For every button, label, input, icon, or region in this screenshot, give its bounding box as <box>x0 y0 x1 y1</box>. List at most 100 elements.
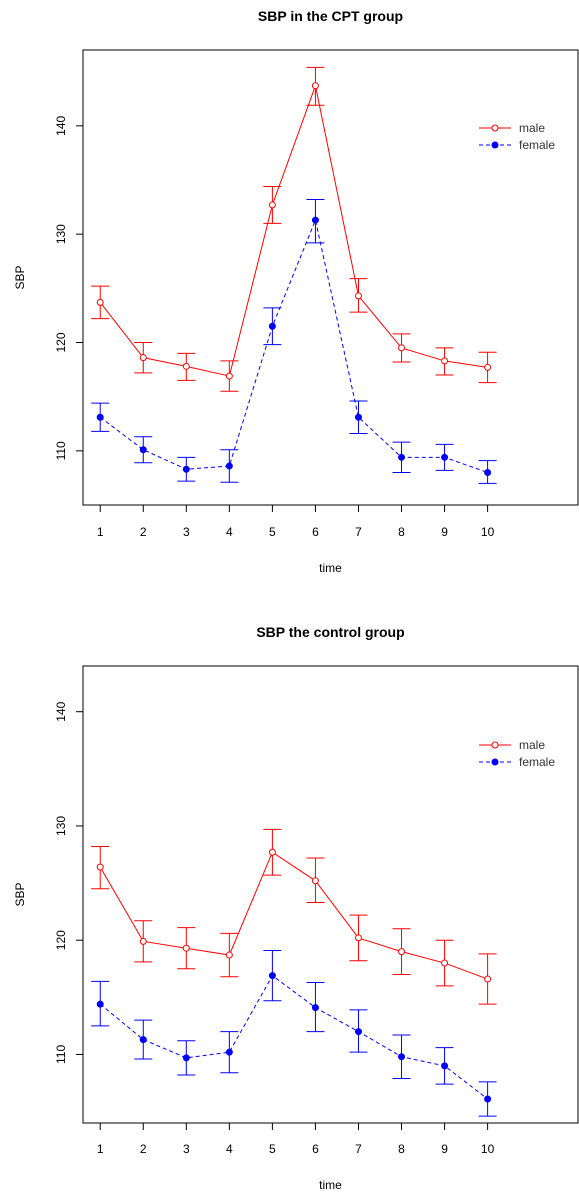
x-tick-label: 10 <box>481 1142 495 1156</box>
data-point <box>484 975 492 983</box>
data-point <box>225 1048 233 1056</box>
x-tick-label: 2 <box>140 525 147 539</box>
data-point <box>139 1036 147 1044</box>
data-point <box>354 1028 362 1036</box>
data-point <box>441 357 449 365</box>
chart-title: SBP the control group <box>256 624 404 640</box>
legend: male female <box>479 121 555 152</box>
x-tick-label: 5 <box>269 1142 276 1156</box>
legend-marker-female <box>491 758 499 766</box>
chart-panel-1: SBP in the CPT group 1 2 3 4 5 6 7 8 9 10 110 120 130… <box>13 8 579 575</box>
data-point <box>398 344 406 352</box>
x-tick-label: 7 <box>355 1142 362 1156</box>
x-tick-label: 8 <box>398 1142 405 1156</box>
x-tick-label: 7 <box>355 525 362 539</box>
x-axis: 1 2 3 4 5 6 7 8 9 10 <box>97 505 495 539</box>
data-point <box>484 363 492 371</box>
data-point <box>398 1053 406 1061</box>
data-point <box>225 951 233 959</box>
chart-panel-2: SBP the control group 1 2 3 4 5 6 7 8 9 10 110 120 13… <box>13 624 579 1192</box>
x-tick-label: 3 <box>183 525 190 539</box>
y-tick-label: 140 <box>54 116 68 136</box>
legend-label-male: male <box>519 121 545 135</box>
data-point <box>182 362 190 370</box>
data-point <box>354 934 362 942</box>
data-point <box>311 877 319 885</box>
y-axis: 110 120 130 140 <box>54 116 83 460</box>
legend-marker-male <box>491 124 499 132</box>
x-tick-label: 2 <box>140 1142 147 1156</box>
legend-label-female: female <box>519 138 555 152</box>
data-point <box>268 201 276 209</box>
series-female <box>91 199 497 484</box>
x-tick-label: 6 <box>312 1142 319 1156</box>
data-point <box>354 413 362 421</box>
x-tick-label: 3 <box>183 1142 190 1156</box>
x-tick-label: 9 <box>441 525 448 539</box>
x-axis: 1 2 3 4 5 6 7 8 9 10 <box>97 1123 495 1156</box>
legend-label-female: female <box>519 755 555 769</box>
y-axis-label: SBP <box>13 265 27 289</box>
data-point <box>225 462 233 470</box>
data-point <box>484 469 492 476</box>
x-tick-label: 5 <box>269 525 276 539</box>
data-point <box>268 322 276 330</box>
y-tick-label: 110 <box>54 441 68 460</box>
x-tick-label: 10 <box>481 525 495 539</box>
data-point <box>139 937 147 945</box>
data-point <box>139 446 147 454</box>
y-axis-label: SBP <box>13 882 27 906</box>
data-point <box>96 413 104 421</box>
data-point <box>484 1095 492 1103</box>
y-tick-label: 120 <box>54 332 68 352</box>
y-tick-label: 120 <box>54 930 68 950</box>
x-tick-label: 9 <box>441 1142 448 1156</box>
data-point <box>268 972 276 980</box>
data-point <box>96 863 104 871</box>
series-line-male <box>99 83 488 377</box>
y-tick-label: 130 <box>54 224 68 244</box>
x-tick-label: 4 <box>226 1142 233 1156</box>
data-point <box>354 292 362 300</box>
legend: male female <box>479 738 555 769</box>
series-line-female <box>99 218 488 473</box>
data-point <box>398 453 406 461</box>
data-point <box>311 82 319 90</box>
data-point <box>96 1000 104 1008</box>
data-point <box>441 1062 449 1070</box>
y-tick-label: 110 <box>54 1045 68 1064</box>
series-male <box>91 66 497 392</box>
plot-frame <box>82 665 579 1124</box>
x-axis-label: time <box>319 1178 342 1192</box>
data-point <box>268 848 276 856</box>
plot-frame <box>82 49 579 506</box>
data-point <box>311 216 319 224</box>
x-tick-label: 6 <box>312 525 319 539</box>
data-point <box>441 453 449 461</box>
data-point <box>182 1054 190 1062</box>
legend-marker-male <box>491 741 499 749</box>
data-point <box>139 354 147 362</box>
x-tick-label: 4 <box>226 525 233 539</box>
data-point <box>311 1004 319 1012</box>
legend-marker-female <box>491 141 499 149</box>
series-line-female <box>99 974 488 1100</box>
data-point <box>398 948 406 956</box>
data-point <box>441 959 449 967</box>
data-point <box>182 944 190 952</box>
chart-title: SBP in the CPT group <box>258 8 403 24</box>
y-tick-label: 140 <box>54 701 68 721</box>
y-axis: 110 120 130 140 <box>54 701 83 1064</box>
data-point <box>182 465 190 473</box>
x-tick-label: 1 <box>97 525 104 539</box>
x-axis-label: time <box>319 561 342 575</box>
x-tick-label: 1 <box>97 1142 104 1156</box>
y-tick-label: 130 <box>54 816 68 836</box>
data-point <box>225 372 233 380</box>
series-male <box>91 828 497 1005</box>
x-tick-label: 8 <box>398 525 405 539</box>
legend-label-male: male <box>519 738 545 752</box>
data-point <box>96 298 104 306</box>
series-line-male <box>99 851 488 980</box>
